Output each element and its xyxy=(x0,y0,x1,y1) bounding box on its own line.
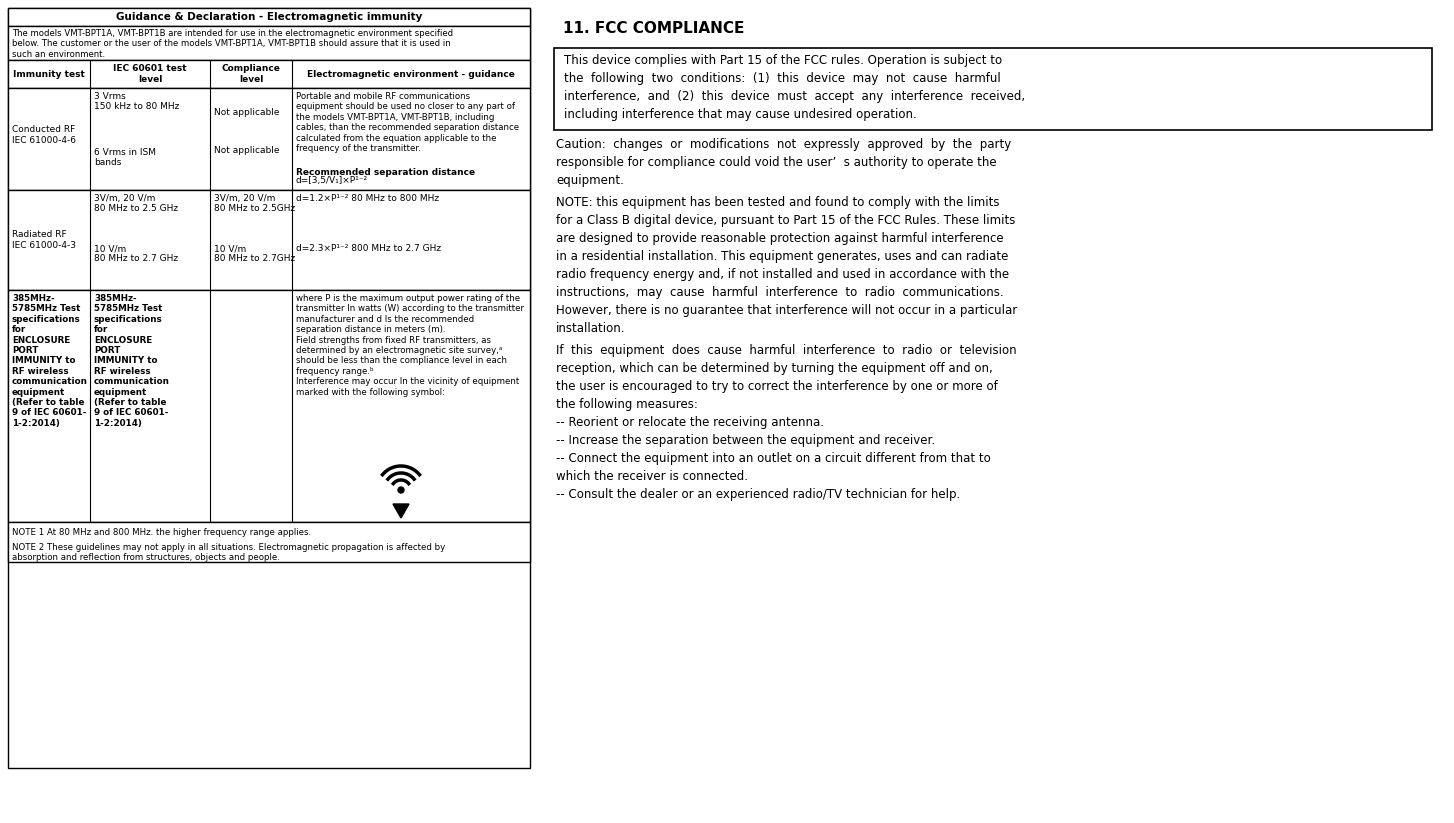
Text: 385MHz-
5785MHz Test
specifications
for
ENCLOSURE
PORT
IMMUNITY to
RF wireless
c: 385MHz- 5785MHz Test specifications for … xyxy=(12,294,87,428)
Text: However, there is no guarantee that interference will not occur in a particular: However, there is no guarantee that inte… xyxy=(555,304,1018,317)
Bar xyxy=(9,522,531,562)
Text: the following measures:: the following measures: xyxy=(555,398,698,411)
Text: 6 Vrms in ISM
bands: 6 Vrms in ISM bands xyxy=(95,148,156,167)
Text: -- Increase the separation between the equipment and receiver.: -- Increase the separation between the e… xyxy=(555,434,935,447)
Text: NOTE 1 At 80 MHz and 800 MHz. the higher frequency range applies.: NOTE 1 At 80 MHz and 800 MHz. the higher… xyxy=(12,528,311,537)
Text: Immunity test: Immunity test xyxy=(13,69,84,78)
Text: are designed to provide reasonable protection against harmful interference: are designed to provide reasonable prote… xyxy=(555,232,1003,245)
Text: 10 V/m
80 MHz to 2.7GHz: 10 V/m 80 MHz to 2.7GHz xyxy=(214,244,295,263)
Text: in a residential installation. This equipment generates, uses and can radiate: in a residential installation. This equi… xyxy=(555,250,1009,263)
Text: 10 V/m
80 MHz to 2.7 GHz: 10 V/m 80 MHz to 2.7 GHz xyxy=(95,244,179,263)
Bar xyxy=(554,48,1432,130)
Text: 385MHz-
5785MHz Test
specifications
for
ENCLOSURE
PORT
IMMUNITY to
RF wireless
c: 385MHz- 5785MHz Test specifications for … xyxy=(95,294,170,428)
Text: Compliance
level: Compliance level xyxy=(221,64,281,84)
Bar xyxy=(9,290,531,522)
Text: Electromagnetic environment - guidance: Electromagnetic environment - guidance xyxy=(307,69,515,78)
Text: Not applicable: Not applicable xyxy=(214,108,279,117)
Text: the  following  two  conditions:  (1)  this  device  may  not  cause  harmful: the following two conditions: (1) this d… xyxy=(564,72,1000,85)
Text: which the receiver is connected.: which the receiver is connected. xyxy=(555,470,747,483)
Text: radio frequency energy and, if not installed and used in accordance with the: radio frequency energy and, if not insta… xyxy=(555,268,1009,281)
Text: Radiated RF
IEC 61000-4-3: Radiated RF IEC 61000-4-3 xyxy=(12,230,76,249)
Text: This device complies with Part 15 of the FCC rules. Operation is subject to: This device complies with Part 15 of the… xyxy=(564,54,1002,67)
Bar xyxy=(9,26,531,60)
Polygon shape xyxy=(393,504,409,518)
Text: reception, which can be determined by turning the equipment off and on,: reception, which can be determined by tu… xyxy=(555,362,993,375)
Text: -- Connect the equipment into an outlet on a circuit different from that to: -- Connect the equipment into an outlet … xyxy=(555,452,990,465)
Text: responsible for compliance could void the user’  s authority to operate the: responsible for compliance could void th… xyxy=(555,156,996,169)
Text: including interference that may cause undesired operation.: including interference that may cause un… xyxy=(564,108,917,121)
Bar xyxy=(9,88,531,190)
Text: 3V/m, 20 V/m
80 MHz to 2.5 GHz: 3V/m, 20 V/m 80 MHz to 2.5 GHz xyxy=(95,194,179,213)
Text: interference,  and  (2)  this  device  must  accept  any  interference  received: interference, and (2) this device must a… xyxy=(564,90,1025,103)
Text: where P is the maximum output power rating of the
transmitter In watts (W) accor: where P is the maximum output power rati… xyxy=(297,294,523,397)
Text: Portable and mobile RF communications
equipment should be used no closer to any : Portable and mobile RF communications eq… xyxy=(297,92,519,153)
Text: Recommended separation distance: Recommended separation distance xyxy=(297,168,475,177)
Bar xyxy=(9,8,531,26)
Text: Guidance & Declaration - Electromagnetic immunity: Guidance & Declaration - Electromagnetic… xyxy=(116,12,422,22)
Text: d=2.3×P¹⁻² 800 MHz to 2.7 GHz: d=2.3×P¹⁻² 800 MHz to 2.7 GHz xyxy=(297,244,441,253)
Text: Caution:  changes  or  modifications  not  expressly  approved  by  the  party: Caution: changes or modifications not ex… xyxy=(555,138,1011,151)
Text: -- Consult the dealer or an experienced radio/TV technician for help.: -- Consult the dealer or an experienced … xyxy=(555,488,960,501)
Text: -- Reorient or relocate the receiving antenna.: -- Reorient or relocate the receiving an… xyxy=(555,416,824,429)
Text: NOTE 2 These guidelines may not apply in all situations. Electromagnetic propaga: NOTE 2 These guidelines may not apply in… xyxy=(12,543,445,562)
Circle shape xyxy=(398,487,404,493)
Text: If  this  equipment  does  cause  harmful  interference  to  radio  or  televisi: If this equipment does cause harmful int… xyxy=(555,344,1016,357)
Bar xyxy=(9,60,531,88)
Text: d=1.2×P¹⁻² 80 MHz to 800 MHz: d=1.2×P¹⁻² 80 MHz to 800 MHz xyxy=(297,194,439,203)
Text: installation.: installation. xyxy=(555,322,625,335)
Text: The models VMT-BPT1A, VMT-BPT1B are intended for use in.the electromagnetic envi: The models VMT-BPT1A, VMT-BPT1B are inte… xyxy=(12,29,454,58)
Text: NOTE: this equipment has been tested and found to comply with the limits: NOTE: this equipment has been tested and… xyxy=(555,196,999,209)
Text: for a Class B digital device, pursuant to Part 15 of the FCC Rules. These limits: for a Class B digital device, pursuant t… xyxy=(555,214,1015,227)
Text: 3V/m, 20 V/m
80 MHz to 2.5GHz: 3V/m, 20 V/m 80 MHz to 2.5GHz xyxy=(214,194,295,213)
Bar xyxy=(9,8,531,768)
Text: Not applicable: Not applicable xyxy=(214,146,279,155)
Text: 11. FCC COMPLIANCE: 11. FCC COMPLIANCE xyxy=(563,21,744,36)
Text: instructions,  may  cause  harmful  interference  to  radio  communications.: instructions, may cause harmful interfer… xyxy=(555,286,1003,299)
Text: IEC 60601 test
level: IEC 60601 test level xyxy=(113,64,186,84)
Text: equipment.: equipment. xyxy=(555,174,624,187)
Text: Conducted RF
IEC 61000-4-6: Conducted RF IEC 61000-4-6 xyxy=(12,125,76,145)
Text: 3 Vrms
150 kHz to 80 MHz: 3 Vrms 150 kHz to 80 MHz xyxy=(95,92,179,111)
Text: d=[3,5/V₁]×P¹⁻²: d=[3,5/V₁]×P¹⁻² xyxy=(297,176,368,185)
Bar xyxy=(9,190,531,290)
Text: the user is encouraged to try to correct the interference by one or more of: the user is encouraged to try to correct… xyxy=(555,380,997,393)
